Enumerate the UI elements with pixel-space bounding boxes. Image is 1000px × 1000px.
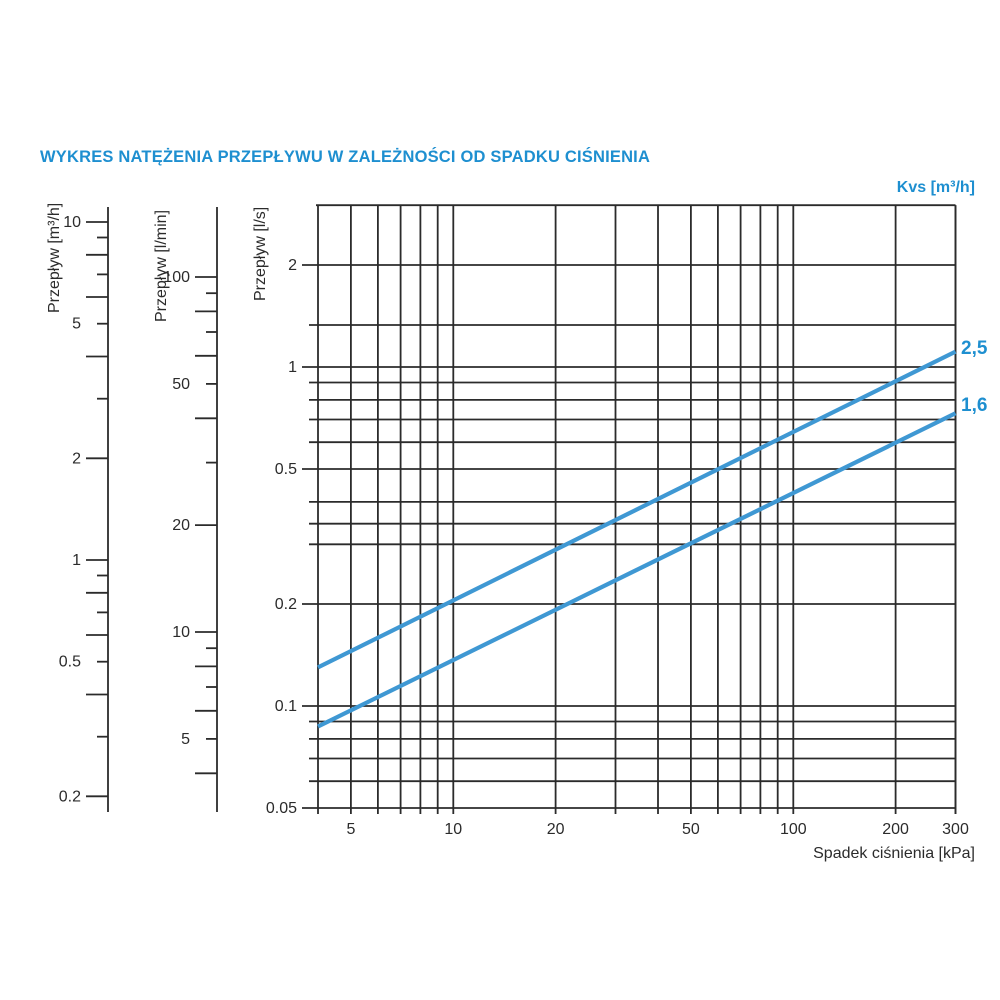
tick-label-lmin: 5 (181, 731, 190, 748)
tick-label-lmin: 10 (172, 624, 190, 641)
x-tick-label: 5 (346, 821, 355, 838)
kvs-curve-2-5 (317, 349, 957, 670)
y-tick-label-ls: 0.1 (275, 698, 297, 715)
x-tick-label: 200 (882, 821, 909, 838)
kvs-header: Kvs [m³/h] (896, 179, 975, 196)
axis-title-ls: Przepływ [l/s] (252, 206, 269, 301)
y-tick-label-ls: 0.5 (275, 461, 297, 478)
tick-label-m3h: 2 (72, 450, 81, 467)
tick-label-m3h: 1 (72, 552, 81, 569)
tick-label-lmin: 100 (163, 269, 190, 286)
tick-label-m3h: 0.5 (59, 654, 81, 671)
kvs-curve-1-6 (317, 411, 957, 729)
x-tick-label: 100 (780, 821, 807, 838)
curve-label-kvs-1-6: 1,6 (961, 395, 988, 416)
x-tick-label: 300 (942, 821, 969, 838)
tick-label-m3h: 0.2 (59, 788, 81, 805)
y-tick-label-ls: 2 (288, 257, 297, 274)
x-tick-label: 50 (682, 821, 700, 838)
y-tick-label-ls: 0.2 (275, 596, 297, 613)
tick-label-m3h: 5 (72, 316, 81, 333)
y-tick-label-ls: 1 (288, 359, 297, 376)
page-title: WYKRES NATĘŻENIA PRZEPŁYWU W ZALEŻNOŚCI … (40, 148, 651, 166)
curve-label-kvs-2-5: 2,5 (961, 338, 988, 359)
tick-label-lmin: 20 (172, 517, 190, 534)
tick-label-m3h: 10 (63, 214, 81, 231)
x-tick-label: 10 (444, 821, 462, 838)
axis-title-m3h: Przepływ [m³/h] (46, 202, 63, 313)
x-axis-label: Spadek ciśnienia [kPa] (813, 845, 975, 862)
axis-title-lmin: Przepływ [l/min] (153, 209, 170, 322)
x-tick-label: 20 (547, 821, 565, 838)
tick-label-lmin: 50 (172, 376, 190, 393)
y-tick-label-ls: 0.05 (266, 800, 297, 817)
